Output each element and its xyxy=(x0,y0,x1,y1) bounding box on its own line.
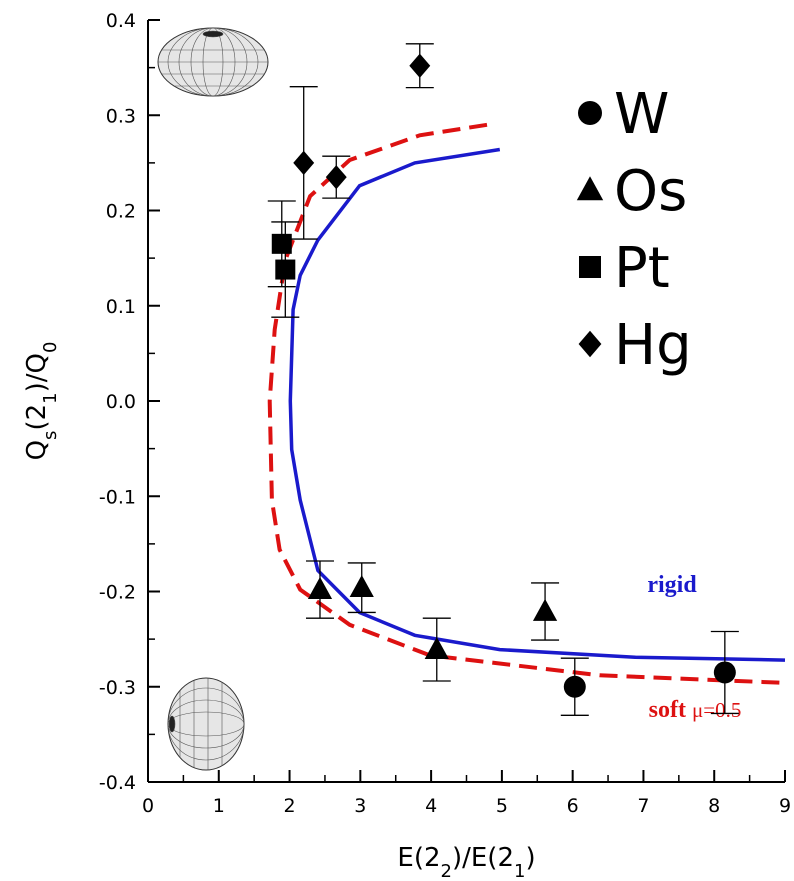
marker xyxy=(409,53,431,78)
axis-label-subscript: 1 xyxy=(40,392,61,403)
x-tick-label: 0 xyxy=(142,795,154,817)
legend-marker xyxy=(579,256,601,278)
curves xyxy=(267,122,786,685)
marker xyxy=(424,636,449,659)
axis-label-part: E(2 xyxy=(397,843,440,873)
curve-name: soft xyxy=(649,697,686,723)
x-tick-label: 6 xyxy=(567,795,579,817)
y-tick-label: 0.0 xyxy=(106,391,136,413)
oblate-icon xyxy=(167,677,245,771)
axis-label-part: (2 xyxy=(22,404,52,431)
x-axis-label: E(22)/E(21) xyxy=(397,843,535,877)
y-tick-label: 0.1 xyxy=(106,296,136,318)
legend-marker xyxy=(578,330,602,358)
x-tick-label: 2 xyxy=(284,795,296,817)
axis-label-subscript: 2 xyxy=(441,861,452,878)
marker xyxy=(349,575,374,598)
marker xyxy=(532,598,558,621)
marker xyxy=(325,165,347,190)
x-tick-label: 3 xyxy=(354,795,366,817)
legend: W Os Pt Hg xyxy=(576,82,692,378)
curve-param: μ=0.5 xyxy=(692,698,741,722)
legend-label: W xyxy=(614,82,669,147)
y-tick-label: -0.4 xyxy=(99,772,136,794)
axis-label-subscript: 1 xyxy=(514,861,525,878)
legend-label: Os xyxy=(614,159,687,224)
marker xyxy=(713,661,736,684)
y-tick-label: 0.2 xyxy=(106,201,136,223)
legend-label: Pt xyxy=(614,236,670,301)
curve-label: soft μ=0.5 xyxy=(649,697,742,723)
y-tick-label: -0.1 xyxy=(99,486,136,508)
axis-label-part: )/Q xyxy=(22,353,52,392)
y-axis-label: Qs(21)/Q0 xyxy=(22,342,61,461)
legend-marker xyxy=(578,101,602,125)
x-tick-label: 5 xyxy=(496,795,508,817)
marker xyxy=(293,150,315,175)
marker xyxy=(307,576,333,599)
axis-label-subscript: 0 xyxy=(40,342,61,353)
x-tick-label: 7 xyxy=(637,795,649,817)
x-tick-label: 8 xyxy=(708,795,720,817)
curve-label: rigid xyxy=(647,572,697,598)
axis-label-part: Q xyxy=(22,440,52,460)
y-tick-label: 0.3 xyxy=(106,105,136,127)
y-tick-label: -0.3 xyxy=(99,677,136,699)
curve xyxy=(288,147,786,662)
x-tick-label: 4 xyxy=(425,795,437,817)
points xyxy=(267,43,739,716)
y-tick-label: -0.2 xyxy=(99,582,136,604)
marker xyxy=(275,259,296,280)
y-tick-label: 0.4 xyxy=(106,10,136,32)
axis-label-subscript: s xyxy=(40,431,61,440)
curve xyxy=(267,122,786,685)
marker xyxy=(563,675,586,698)
legend-label: Hg xyxy=(614,313,692,378)
axis-label-part: ) xyxy=(525,843,535,873)
legend-marker xyxy=(576,176,604,201)
marker xyxy=(271,233,292,254)
axis-label-part: )/E(2 xyxy=(452,843,514,873)
x-tick-label: 1 xyxy=(213,795,225,817)
x-tick-label: 9 xyxy=(779,795,791,817)
prolate-icon xyxy=(157,27,269,97)
